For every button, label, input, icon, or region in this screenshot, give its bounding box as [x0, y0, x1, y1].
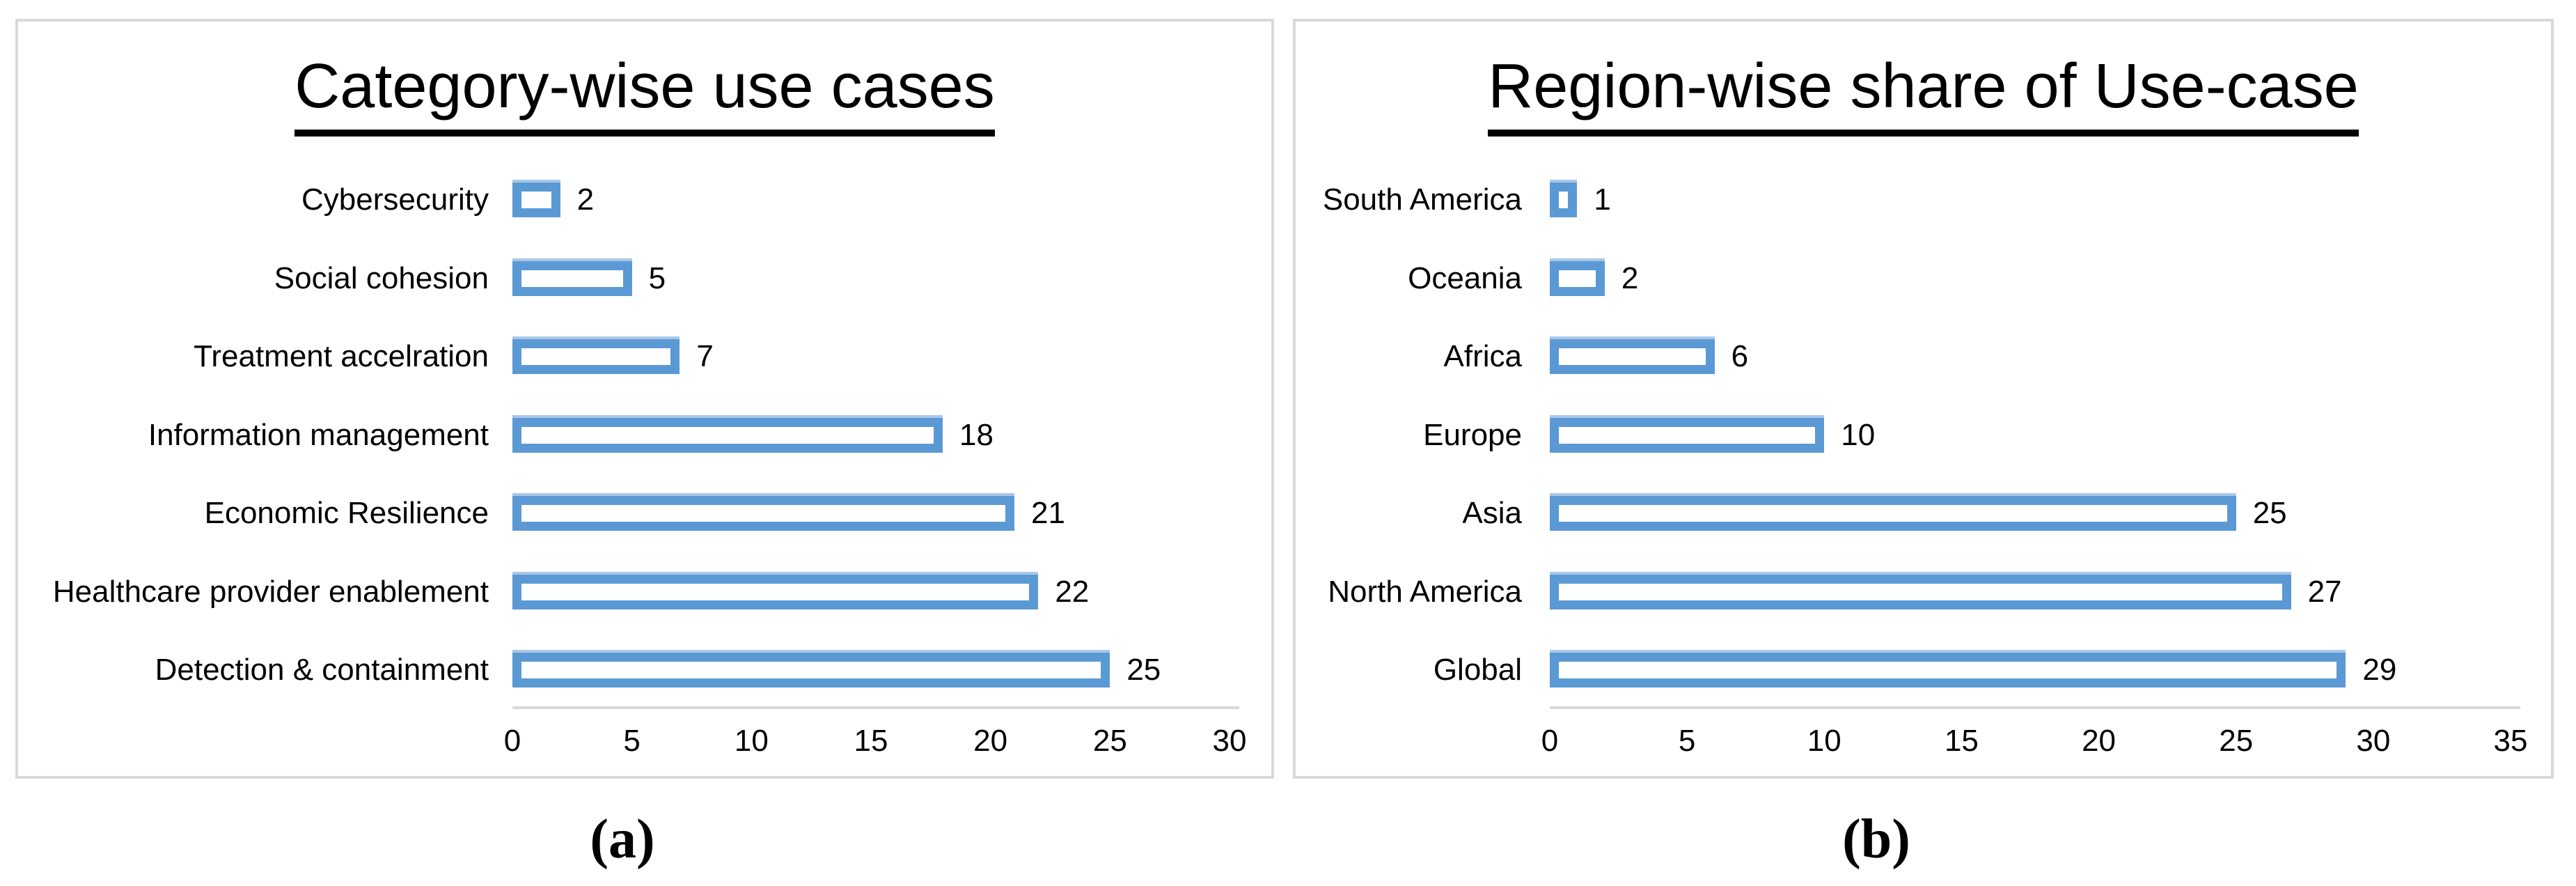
chart-panel-a: Category-wise use cases Cybersecurity 2 So… — [15, 19, 1274, 779]
bar-detection-containment — [512, 653, 1110, 687]
category-label: Africa — [1443, 339, 1522, 373]
data-label: 25 — [1126, 653, 1161, 687]
x-tick-label: 20 — [2082, 724, 2116, 758]
chart-a-title-text: Category-wise use cases — [294, 51, 995, 137]
data-label: 25 — [2252, 496, 2287, 530]
x-tick-label: 25 — [2219, 724, 2254, 758]
bar-oceania — [1550, 261, 1605, 296]
chart-panel-b: Region-wise share of Use-case South Amer… — [1293, 19, 2554, 779]
category-label: Asia — [1462, 496, 1522, 530]
x-tick-label: 0 — [503, 724, 521, 758]
category-label: South America — [1322, 182, 1522, 217]
category-label: Cybersecurity — [301, 182, 489, 217]
x-tick-label: 5 — [623, 724, 641, 758]
category-label: North America — [1328, 574, 1522, 609]
data-label: 2 — [576, 182, 595, 217]
x-tick-label: 0 — [1541, 724, 1559, 758]
x-tick-label: 30 — [2356, 724, 2391, 758]
bar-global — [1550, 653, 2346, 687]
category-label: Oceania — [1408, 261, 1522, 295]
x-tick-label: 25 — [1092, 724, 1127, 758]
data-label: 29 — [2362, 653, 2397, 687]
caption-a: (a) — [590, 809, 655, 870]
chart-b-title: Region-wise share of Use-case — [1296, 51, 2551, 137]
data-label: 22 — [1055, 574, 1090, 609]
data-label: 6 — [1731, 339, 1749, 373]
chart-b-x-axis-line — [1550, 706, 2520, 709]
category-label: Treatment accelration — [194, 339, 489, 373]
bar-north-america — [1550, 574, 2291, 609]
bar-asia — [1550, 496, 2236, 531]
category-label: Social cohesion — [274, 261, 489, 295]
bar-treatment-accelration — [512, 339, 680, 374]
data-label: 18 — [959, 417, 994, 452]
category-label: Detection & containment — [155, 653, 489, 687]
category-label: Global — [1433, 653, 1522, 687]
bar-europe — [1550, 417, 1825, 453]
bar-economic-resilience — [512, 496, 1014, 531]
data-label: 1 — [1594, 182, 1611, 217]
x-tick-label: 20 — [973, 724, 1008, 758]
x-tick-label: 10 — [1807, 724, 1841, 758]
bar-africa — [1550, 339, 1715, 374]
data-label: 7 — [696, 339, 714, 373]
x-tick-label: 35 — [2493, 724, 2528, 758]
category-label: Europe — [1423, 417, 1522, 452]
chart-b-title-text: Region-wise share of Use-case — [1488, 51, 2359, 137]
category-label: Healthcare provider enablement — [52, 574, 489, 609]
category-label: Economic Resilience — [204, 496, 489, 530]
x-tick-label: 5 — [1678, 724, 1696, 758]
data-label: 5 — [648, 261, 666, 295]
category-label: Information management — [148, 417, 489, 452]
bar-healthcare-provider-enablement — [512, 574, 1039, 609]
data-label: 27 — [2307, 574, 2342, 609]
bar-social-cohesion — [512, 261, 632, 296]
bar-cybersecurity — [512, 182, 560, 217]
data-label: 21 — [1031, 496, 1065, 530]
chart-a-title: Category-wise use cases — [18, 51, 1271, 137]
x-tick-label: 10 — [734, 724, 769, 758]
data-label: 10 — [1841, 417, 1876, 452]
bar-information-management — [512, 417, 943, 453]
x-tick-label: 15 — [1944, 724, 1979, 758]
data-label: 2 — [1621, 261, 1639, 295]
caption-b: (b) — [1842, 809, 1910, 870]
x-tick-label: 30 — [1212, 724, 1247, 758]
bar-south-america — [1550, 182, 1578, 217]
x-tick-label: 15 — [854, 724, 888, 758]
chart-a-x-axis-line — [512, 706, 1239, 709]
